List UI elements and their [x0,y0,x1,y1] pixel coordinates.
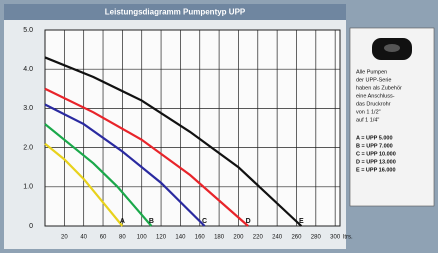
side-note: der UPP-Serie [356,77,391,83]
x-tick-label: 240 [272,235,283,241]
x-tick-label: 80 [119,235,126,241]
series-label: C [202,218,207,225]
x-tick-label: 100 [137,235,148,241]
series-label: B [149,218,154,225]
chart-title: Leistungsdiagramm Pumpentyp UPP [105,8,246,17]
series-label: E [299,218,304,225]
pump-image-detail [384,44,400,52]
x-tick-label: 280 [311,235,322,241]
y-tick-label: 1.0 [23,184,33,191]
x-axis-unit: ltrs. [343,235,353,241]
y-tick-label: 4.0 [23,66,33,73]
page: Leistungsdiagramm Pumpentyp UPP 0 1.0 2.0 3… [0,0,438,253]
x-tick-label: 40 [80,235,87,241]
side-note: haben als Zubehör [356,85,402,91]
side-note: auf 1 1/4" [356,117,379,123]
side-note: Alle Pumpen [356,69,387,75]
y-tick-label: 3.0 [23,105,33,112]
y-tick-label: 5.0 [23,27,33,34]
x-tick-label: 300 [330,235,341,241]
y-tick-label: 2.0 [23,144,33,151]
y-tick-label: 0 [29,223,33,230]
x-tick-label: 140 [175,235,186,241]
chart: Leistungsdiagramm Pumpentyp UPP 0 1.0 2.0 3… [0,0,438,253]
legend-entry: D = UPP 13.000 [356,159,396,165]
side-note: eine Anschluss- [356,93,395,99]
legend-entry: A = UPP 5.000 [356,135,393,141]
x-tick-label: 160 [195,235,206,241]
x-tick-label: 120 [156,235,167,241]
side-note: das Druckrohr [356,101,391,107]
legend-entry: E = UPP 16.000 [356,167,396,173]
series-label: D [246,218,251,225]
x-tick-label: 260 [291,235,302,241]
x-tick-label: 220 [253,235,264,241]
x-tick-label: 180 [214,235,225,241]
legend-entry: B = UPP 7.000 [356,143,393,149]
series-label: A [120,218,125,225]
x-tick-label: 200 [233,235,244,241]
x-tick-label: 60 [100,235,107,241]
side-note: von 1 1/2" [356,109,381,115]
legend-entry: C = UPP 10.000 [356,151,396,157]
x-tick-label: 20 [61,235,68,241]
